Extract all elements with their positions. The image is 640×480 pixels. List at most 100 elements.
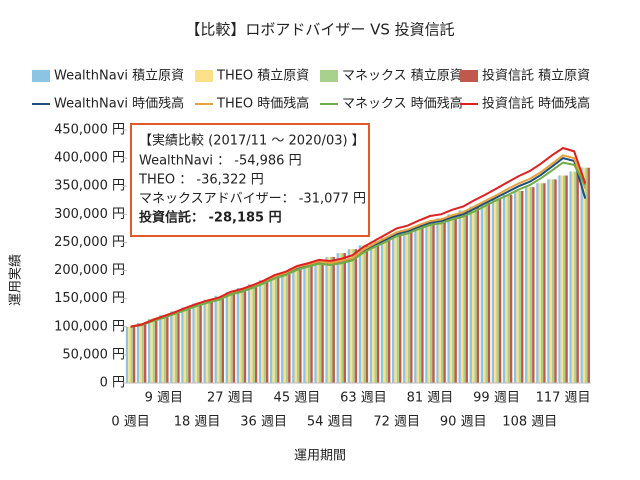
bar	[587, 167, 590, 383]
legend-label: WealthNavi 時価残高	[54, 96, 184, 112]
bar	[197, 303, 200, 383]
bar	[236, 287, 240, 383]
bar	[277, 276, 280, 383]
bar	[452, 214, 455, 383]
x-tick-label: 27 週目	[207, 391, 254, 406]
x-tick-label: 99 週目	[473, 391, 520, 406]
x-tick-label: 90 週目	[440, 415, 487, 430]
bar	[576, 171, 579, 383]
bar	[509, 194, 513, 383]
bar	[498, 198, 502, 383]
x-tick-label: 0 週目	[111, 415, 149, 430]
y-axis-label: 運用実績	[8, 254, 24, 306]
legend-label: マネックス 積立原資	[342, 69, 463, 84]
bar	[232, 291, 236, 383]
bar	[199, 303, 202, 383]
bar	[274, 276, 278, 383]
bar	[159, 315, 162, 383]
bar	[460, 210, 464, 383]
bar	[361, 245, 364, 383]
legend-swatch	[32, 70, 50, 82]
x-tick-label: 36 週目	[240, 415, 287, 430]
y-tick-label: 300,000 円	[54, 207, 125, 222]
bar	[585, 167, 588, 383]
bar	[230, 291, 233, 383]
bar	[571, 171, 575, 383]
bar	[416, 225, 419, 383]
bar	[372, 241, 375, 383]
x-tick-label: 9 週目	[145, 391, 183, 406]
x-tick-label: 54 週目	[307, 415, 354, 430]
bar	[294, 268, 297, 383]
bar	[243, 287, 247, 383]
bar	[432, 222, 435, 383]
bar	[474, 206, 477, 383]
bar	[338, 253, 342, 383]
bar	[538, 183, 541, 383]
bar	[252, 284, 255, 383]
bar	[247, 284, 251, 383]
bar	[216, 295, 220, 383]
bar	[254, 284, 258, 383]
bar	[143, 322, 147, 383]
bar	[305, 264, 308, 383]
bar	[263, 280, 266, 383]
bar	[132, 326, 136, 383]
bar	[527, 187, 530, 383]
bar	[529, 187, 533, 383]
chart-title: 【比較】ロボアドバイザー VS 投資信託	[185, 21, 454, 39]
bar	[580, 167, 583, 383]
y-tick-label: 450,000 円	[54, 123, 125, 138]
bar	[521, 191, 524, 383]
bar	[449, 214, 453, 383]
bar	[136, 322, 140, 383]
bar	[560, 175, 564, 383]
bar	[130, 326, 133, 383]
annotation-line: THEO ： -36,322 円	[138, 173, 264, 188]
bar	[407, 229, 411, 383]
bar	[325, 256, 328, 383]
bar	[410, 229, 413, 383]
bar	[391, 233, 395, 383]
bar	[547, 179, 550, 383]
bar	[554, 179, 557, 383]
bar	[441, 218, 444, 383]
bar	[476, 206, 480, 383]
y-tick-label: 150,000 円	[54, 291, 125, 306]
bar	[385, 237, 388, 383]
bar	[421, 225, 424, 383]
bar	[376, 241, 380, 383]
bar	[183, 307, 186, 383]
bar	[203, 299, 206, 383]
bar	[427, 222, 430, 383]
bar	[374, 241, 377, 383]
bar	[447, 214, 450, 383]
y-tick-label: 250,000 円	[54, 235, 125, 250]
bar	[380, 237, 384, 383]
annotation-line: マネックスアドバイザー： -31,077 円	[139, 192, 366, 207]
x-tick-label: 108 週目	[502, 415, 557, 430]
bar	[347, 249, 350, 383]
bar	[549, 179, 552, 383]
bar	[155, 319, 158, 383]
bar	[303, 264, 306, 383]
bar	[225, 291, 228, 383]
bar	[241, 287, 244, 383]
bar	[205, 299, 209, 383]
legend-swatch	[320, 70, 338, 82]
bar	[214, 295, 217, 383]
bar	[494, 198, 497, 383]
bar	[532, 187, 535, 383]
bar	[505, 194, 508, 383]
bar	[469, 206, 472, 383]
bar	[265, 280, 269, 383]
bar	[365, 245, 369, 383]
legend-label: THEO 時価残高	[216, 96, 309, 112]
bar	[369, 241, 373, 383]
bar	[443, 218, 446, 383]
bar	[332, 256, 335, 383]
legend-label: WealthNavi 積立原資	[54, 69, 184, 84]
y-tick-label: 200,000 円	[54, 263, 125, 278]
bar	[543, 183, 546, 383]
